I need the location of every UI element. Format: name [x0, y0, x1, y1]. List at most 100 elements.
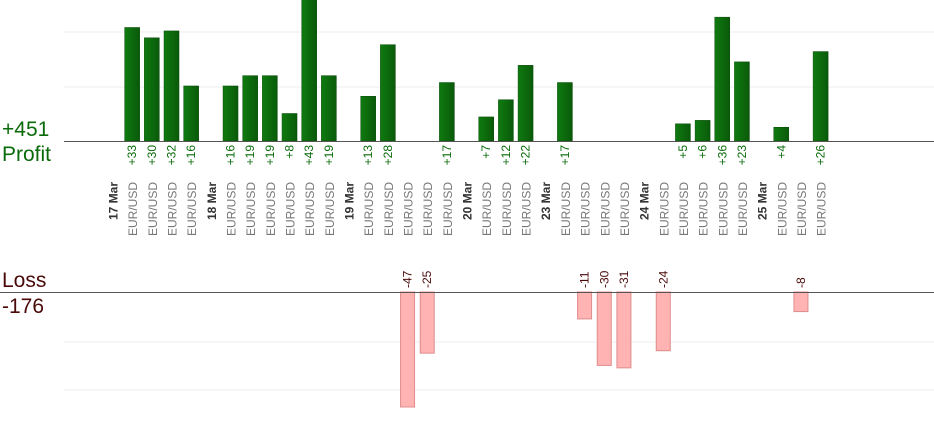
loss-bar — [616, 291, 632, 369]
symbol-tick-label: EUR/USD — [815, 182, 829, 236]
loss-data-label: -8 — [794, 277, 808, 288]
symbol-tick-label: EUR/USD — [244, 182, 258, 236]
profit-bar — [301, 0, 317, 142]
profit-total: +451 — [2, 118, 50, 141]
loss-bar — [400, 291, 416, 408]
profit-data-label: +19 — [263, 145, 277, 166]
profit-data-label: +19 — [243, 145, 257, 166]
loss-bar — [419, 291, 435, 354]
symbol-tick-label: EUR/USD — [697, 182, 711, 236]
date-tick-label: 25 Mar — [756, 182, 770, 220]
profit-data-label: +36 — [715, 145, 729, 166]
profit-data-label: +23 — [735, 145, 749, 166]
profit-data-label: +28 — [381, 145, 395, 166]
date-tick-label: 24 Mar — [638, 182, 652, 220]
symbol-tick-label: EUR/USD — [795, 182, 809, 236]
symbol-tick-label: EUR/USD — [500, 182, 514, 236]
profit-bar — [163, 30, 180, 142]
symbol-tick-label: EUR/USD — [480, 182, 494, 236]
symbol-tick-label: EUR/USD — [382, 182, 396, 236]
profit-bar — [380, 44, 396, 142]
profit-bar — [439, 82, 455, 142]
profit-data-label: +12 — [499, 145, 513, 166]
profit-bar — [694, 120, 711, 142]
loss-total: -176 — [2, 295, 45, 318]
profit-bar — [734, 61, 750, 142]
profit-bar — [262, 75, 278, 142]
loss-bar — [793, 291, 809, 313]
symbol-tick-label: EUR/USD — [559, 182, 573, 236]
symbol-tick-label: EUR/USD — [618, 182, 632, 236]
symbol-tick-label: EUR/USD — [775, 182, 789, 236]
date-tick-label: 19 Mar — [343, 182, 357, 220]
symbol-tick-label: EUR/USD — [126, 182, 140, 236]
loss-bar — [655, 291, 671, 352]
profit-data-label: +13 — [361, 145, 375, 166]
symbol-tick-label: EUR/USD — [716, 182, 730, 236]
profit-data-label: +5 — [676, 145, 690, 159]
date-tick-label: 18 Mar — [205, 182, 219, 220]
profit-label: Profit — [2, 143, 52, 166]
profit-bar — [498, 99, 514, 142]
profit-bar — [183, 85, 199, 142]
loss-data-label: -31 — [617, 270, 631, 288]
date-tick-label: 17 Mar — [107, 182, 121, 220]
symbol-tick-label: EUR/USD — [402, 182, 416, 236]
profit-data-label: +32 — [165, 145, 179, 166]
profit-bar — [675, 123, 691, 142]
symbol-tick-label: EUR/USD — [362, 182, 376, 236]
profit-data-label: +33 — [125, 145, 139, 166]
profit-data-label: +19 — [322, 145, 336, 166]
symbol-tick-label: EUR/USD — [146, 182, 160, 236]
profit-bar — [321, 75, 337, 142]
symbol-tick-label: EUR/USD — [225, 182, 239, 236]
profit-data-label: +17 — [440, 145, 454, 166]
loss-bar — [577, 291, 593, 320]
profit-bar — [773, 126, 790, 142]
profit-data-label: +43 — [302, 145, 316, 166]
profit-bar — [281, 113, 298, 142]
loss-data-label: -24 — [656, 270, 670, 288]
symbol-tick-label: EUR/USD — [185, 182, 199, 236]
symbol-tick-label: EUR/USD — [303, 182, 317, 236]
profit-bar — [242, 75, 258, 142]
loss-data-label: -25 — [420, 270, 434, 288]
symbol-tick-label: EUR/USD — [736, 182, 750, 236]
profit-data-label: +4 — [774, 145, 788, 159]
symbol-tick-label: EUR/USD — [677, 182, 691, 236]
profit-data-label: +7 — [479, 145, 493, 159]
date-tick-label: 20 Mar — [461, 182, 475, 220]
profit-bar — [517, 65, 534, 142]
symbol-tick-label: EUR/USD — [657, 182, 671, 236]
profit-data-label: +16 — [224, 145, 238, 166]
loss-bar — [596, 291, 612, 366]
date-tick-label: 23 Mar — [539, 182, 553, 220]
profit-data-label: +22 — [519, 145, 533, 166]
profit-bar — [478, 116, 494, 142]
profit-data-label: +26 — [814, 145, 828, 166]
symbol-tick-label: EUR/USD — [166, 182, 180, 236]
loss-data-label: -11 — [578, 271, 592, 288]
profit-data-label: +16 — [184, 145, 198, 166]
profit-bar — [124, 27, 140, 142]
loss-label: Loss — [2, 269, 47, 292]
profit-bar — [812, 51, 829, 142]
profit-bar — [360, 96, 376, 142]
loss-data-label: -47 — [401, 270, 415, 288]
symbol-tick-label: EUR/USD — [264, 182, 278, 236]
profit-bar — [714, 16, 731, 142]
profit-bar — [557, 82, 573, 142]
symbol-tick-label: EUR/USD — [421, 182, 435, 236]
symbol-tick-label: EUR/USD — [441, 182, 455, 236]
profit-data-label: +17 — [558, 145, 572, 166]
symbol-tick-label: EUR/USD — [284, 182, 298, 236]
loss-data-label: -30 — [597, 270, 611, 288]
symbol-tick-label: EUR/USD — [579, 182, 593, 236]
profit-data-label: +30 — [145, 145, 159, 166]
symbol-tick-label: EUR/USD — [598, 182, 612, 236]
profit-bar — [144, 37, 160, 142]
profit-bar — [222, 85, 239, 142]
profit-data-label: +6 — [696, 145, 710, 159]
